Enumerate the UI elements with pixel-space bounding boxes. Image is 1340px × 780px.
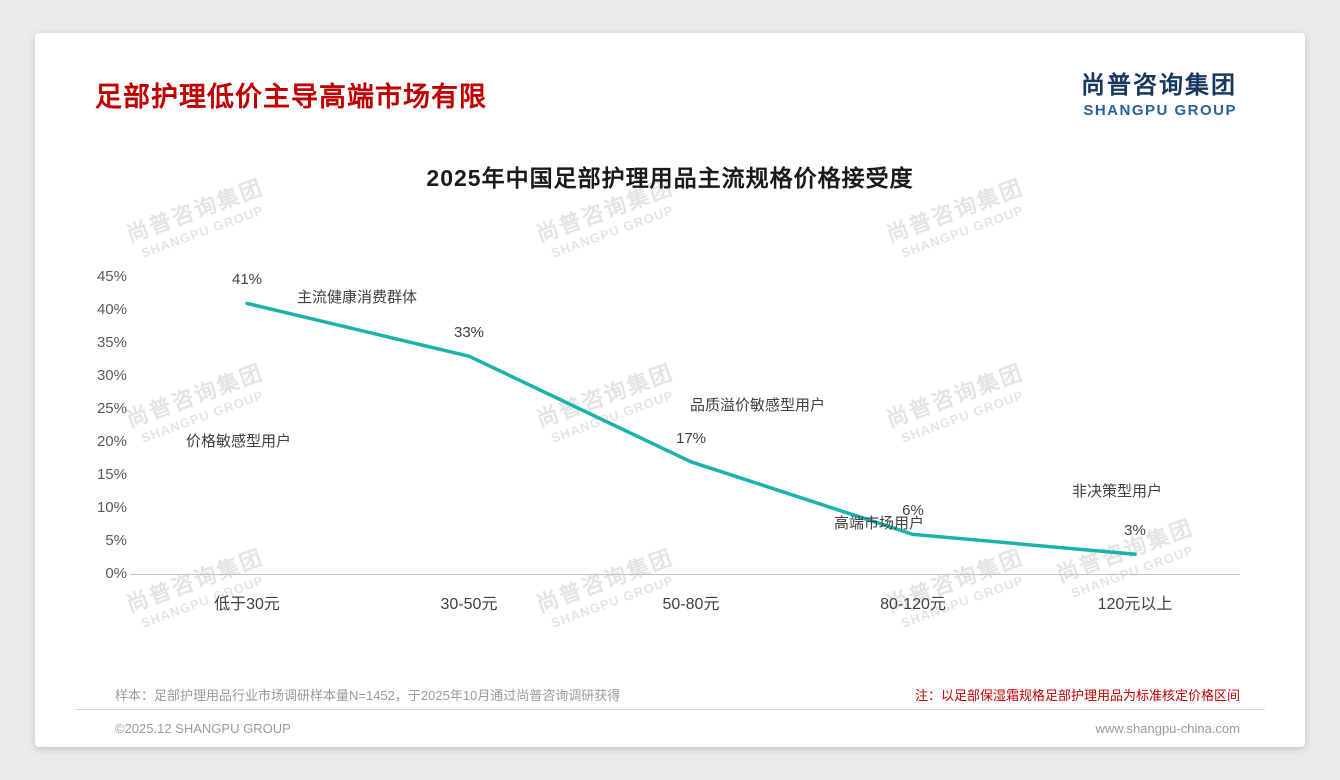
annotation-label: 主流健康消费群体: [297, 289, 418, 306]
series-line: [245, 301, 1137, 556]
data-point-label: 6%: [902, 502, 924, 520]
x-axis-line: [130, 574, 1240, 575]
x-axis-label: 80-120元: [880, 596, 946, 613]
annotation-label: 高端市场用户: [834, 515, 925, 532]
slide-card: 尚普咨询集团 SHANGPU GROUP 尚普咨询集团 SHANGPU GROUP 尚普…: [35, 33, 1305, 747]
y-axis-tick: 15%: [96, 466, 127, 483]
data-point-label: 41%: [231, 271, 263, 289]
chart-title: 2025年中国足部护理用品主流规格价格接受度: [426, 165, 914, 191]
watermark-en: SHANGPU GROUP: [899, 202, 1026, 261]
website-text: www.shangpu-china.com: [1095, 721, 1240, 736]
acceptance-line-chart: [245, 301, 1137, 556]
logo-cn-text: 尚普咨询集团: [1081, 72, 1237, 99]
y-axis-tick: 35%: [96, 334, 127, 351]
sample-note: 样本：足部护理用品行业市场调研样本量N=1452，于2025年10月通过尚普咨询…: [115, 688, 621, 703]
x-axis-label: 120元以上: [1097, 596, 1173, 613]
company-logo: 尚普咨询集团 SHANGPU GROUP: [1081, 65, 1237, 119]
copyright-text: ©2025.12 SHANGPU GROUP: [115, 721, 291, 736]
x-axis-label: 低于30元: [214, 596, 280, 613]
annotation-label: 品质溢价敏感型用户: [690, 397, 826, 414]
annotation-label: 非决策型用户: [1072, 483, 1163, 500]
y-axis-tick: 5%: [105, 532, 127, 549]
data-point-label: 3%: [1124, 522, 1146, 540]
annotation-label: 价格敏感型用户: [186, 433, 292, 450]
watermark-en: SHANGPU GROUP: [549, 202, 676, 261]
x-axis-label: 30-50元: [440, 596, 498, 613]
y-axis-tick: 30%: [96, 367, 127, 384]
footer-divider: [75, 709, 1265, 710]
data-point-label: 33%: [453, 324, 485, 342]
price-note: 注：以足部保湿霜规格足部护理用品为标准核定价格区间: [914, 688, 1240, 703]
y-axis-tick: 0%: [105, 565, 127, 582]
x-axis-label: 50-80元: [662, 596, 720, 613]
data-point-label: 17%: [675, 429, 707, 447]
page-title: 足部护理低价主导高端市场有限: [95, 82, 487, 112]
y-axis-tick: 45%: [96, 268, 127, 285]
y-axis-tick: 10%: [96, 499, 127, 516]
y-axis-tick: 40%: [96, 301, 127, 318]
y-axis-tick: 25%: [96, 400, 127, 417]
y-axis-tick: 20%: [96, 433, 127, 450]
watermark-en: SHANGPU GROUP: [139, 202, 266, 261]
chart-plot: 0% 5% 10% 15% 20% 25% 30% 35% 40% 45% 41% 33% 17% 6% 3…: [95, 268, 1265, 648]
logo-en-text: SHANGPU GROUP: [1083, 102, 1237, 119]
